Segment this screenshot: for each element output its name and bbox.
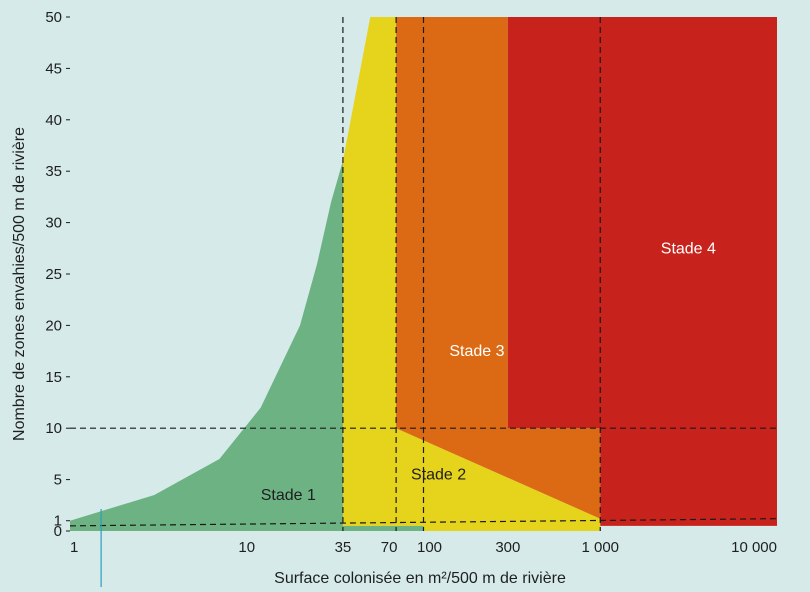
region-stade-3 [396, 17, 601, 519]
guide-lines [69, 17, 778, 531]
stage-label-stade-4: Stade 4 [661, 240, 716, 257]
y-tick-label-50: 50 [45, 9, 62, 26]
x-tick-label-10: 10 [238, 539, 255, 556]
region-stade-1 [70, 160, 424, 531]
stage-label-stade-1: Stade 1 [261, 487, 316, 504]
guide-diagonal [69, 518, 778, 527]
stage-label-stade-3: Stade 3 [449, 343, 504, 360]
stage-label-stade-2: Stade 2 [411, 467, 466, 484]
region-stade-2 [342, 17, 601, 531]
x-tick-label-300: 300 [495, 539, 520, 556]
y-tick-label-25: 25 [45, 266, 62, 283]
region-stade-4 [507, 17, 777, 526]
y-tick-label-0: 0 [54, 523, 62, 540]
y-tick-label-45: 45 [45, 60, 62, 77]
x-tick-label-1000: 1 000 [581, 539, 619, 556]
x-tick-label-70: 70 [381, 539, 398, 556]
y-tick-label-40: 40 [45, 112, 62, 129]
x-axis-title: Surface colonisée en m²/500 m de rivière [274, 570, 566, 587]
y-tick-label-20: 20 [45, 317, 62, 334]
stage-regions [70, 17, 777, 531]
y-tick-label-10: 10 [45, 420, 62, 437]
x-tick-label-10000: 10 000 [731, 539, 777, 556]
y-tick-label-5: 5 [54, 472, 62, 489]
y-axis-title: Nombre de zones envahies/500 m de rivièr… [11, 127, 28, 441]
y-tick-label-15: 15 [45, 369, 62, 386]
x-tick-label-1: 1 [70, 539, 78, 556]
stage-labels: Stade 1 Stade 2 Stade 3 Stade 4 [261, 240, 716, 504]
y-tick-label-30: 30 [45, 215, 62, 232]
y-tick-label-35: 35 [45, 163, 62, 180]
x-tick-label-35: 35 [335, 539, 352, 556]
x-tick-label-100: 100 [417, 539, 442, 556]
y-tick-label-1: 1 [54, 513, 62, 530]
